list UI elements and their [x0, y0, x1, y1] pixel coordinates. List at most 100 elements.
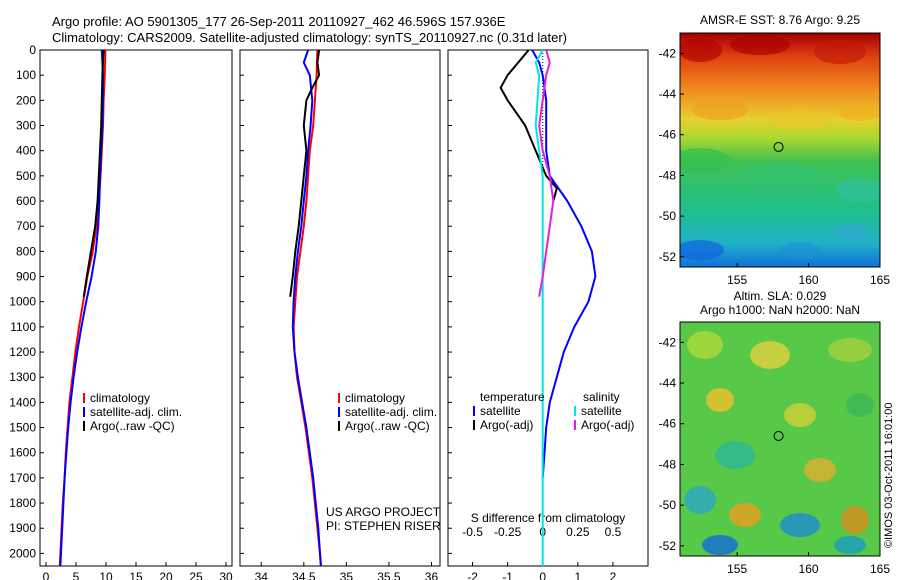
map-y-tick-label: -48	[659, 457, 677, 471]
x-tick-label: 34	[255, 570, 269, 580]
sla-patch	[715, 441, 755, 469]
legend-label: satellite-adj. clim.	[90, 405, 182, 419]
legend-label: climatology	[90, 391, 150, 405]
sst-patch	[836, 178, 880, 202]
y-tick-label: 900	[16, 270, 36, 284]
x-tick-label: 15	[129, 570, 143, 580]
top-tick-label: -0.25	[494, 525, 522, 539]
map-frame	[679, 321, 881, 557]
map-x-tick-label: 160	[799, 562, 819, 576]
x-tick-label: 10	[99, 570, 113, 580]
difference-legend: temperature salinitysatelliteArgo(-adj)sa…	[473, 390, 634, 432]
sla-patch	[841, 506, 869, 534]
temperature-profile-panel: 0100200300400500600700800900100011001200…	[9, 43, 233, 580]
header-line-1: Argo profile: AO 5901305_177 26-Sep-2011…	[52, 14, 506, 29]
map-title: AMSR-E SST: 8.76 Argo: 9.25	[700, 13, 860, 27]
sst-patch	[692, 100, 748, 120]
map-y-tick-label: -46	[659, 417, 677, 431]
x-tick-label: 35.5	[377, 570, 401, 580]
legend-label: climatology	[345, 391, 405, 405]
header-line-2: Climatology: CARS2009. Satellite-adjuste…	[52, 30, 567, 45]
plot-frame	[39, 49, 233, 567]
x-tick-label: 0	[539, 570, 546, 580]
sla-patch	[684, 486, 716, 514]
x-tick-label: 2	[610, 570, 617, 580]
map-y-tick-label: -42	[659, 335, 677, 349]
legend-label: Argo(-adj)	[581, 418, 634, 432]
series-line	[59, 49, 104, 567]
y-tick-label: 1200	[9, 345, 36, 359]
legend-label: Argo(..raw -QC)	[90, 419, 175, 433]
sla-patch	[804, 458, 836, 482]
plot-frame	[239, 49, 441, 567]
map-field	[680, 322, 880, 556]
imos-credit: ©IMOS 03-Oct-2011 16:01:00	[883, 403, 895, 548]
series-line	[538, 49, 555, 297]
map-x-tick-label: 160	[799, 273, 819, 287]
legend-heading: salinity	[583, 390, 620, 404]
series-line	[531, 49, 597, 478]
legend-label: satellite-adj. clim.	[345, 405, 437, 419]
sla-patch	[706, 388, 734, 412]
y-tick-label: 1800	[9, 496, 36, 510]
y-tick-label: 1600	[9, 446, 36, 460]
y-tick-label: 300	[16, 119, 36, 133]
sst-patch	[780, 242, 820, 258]
y-tick-label: 500	[16, 169, 36, 183]
sst-patch	[680, 240, 724, 260]
y-tick-label: 2000	[9, 546, 36, 560]
argo-position-marker	[773, 141, 784, 152]
map-y-tick-label: -50	[659, 209, 677, 223]
sla-patch	[780, 513, 820, 537]
map-title: Altim. SLA: 0.029	[734, 289, 827, 303]
top-tick-label: -0.5	[462, 525, 483, 539]
sst-patch	[832, 224, 868, 240]
legend-label: satellite	[480, 404, 521, 418]
sst-map-panel: AMSR-E SST: 8.76 Argo: 9.25 -42 -44 -46 -48 -…	[659, 13, 891, 287]
series-line	[289, 49, 321, 297]
map-field	[680, 33, 880, 267]
sst-patch	[770, 110, 830, 130]
x-tick-label: 5	[73, 570, 80, 580]
sst-patch	[838, 103, 880, 121]
map-x-tick-label: 165	[870, 273, 890, 287]
plot-frame	[447, 49, 649, 567]
y-tick-label: 1100	[10, 320, 36, 334]
series-line	[82, 49, 105, 297]
sst-patch	[814, 40, 866, 64]
series-line	[291, 49, 322, 567]
y-tick-label: 400	[16, 144, 36, 158]
map-y-tick-label: -44	[659, 87, 677, 101]
map-frame	[679, 32, 881, 268]
project-label: US ARGO PROJECT	[326, 505, 441, 519]
top-axis-label: S difference from climatology	[471, 511, 626, 525]
map-x-tick-label: 155	[727, 273, 747, 287]
y-tick-label: 1000	[9, 295, 36, 309]
y-tick-label: 200	[16, 93, 36, 107]
y-tick-label: 600	[16, 194, 36, 208]
sla-patch	[834, 536, 866, 554]
map-y-tick-label: -44	[659, 376, 677, 390]
x-tick-label: 1	[574, 570, 581, 580]
difference-profile-panel: -2-1012T difference from climatologyS di…	[447, 49, 649, 580]
map-subtitle: Argo h1000: NaN h2000: NaN	[700, 303, 860, 317]
x-tick-label: -1	[502, 570, 513, 580]
pi-label: PI: STEPHEN RISER	[326, 519, 441, 533]
map-y-tick-label: -50	[659, 498, 677, 512]
sst-patch	[680, 38, 722, 62]
legend-label: satellite	[581, 404, 622, 418]
x-tick-label: 36	[425, 570, 439, 580]
x-tick-label: 0	[43, 570, 50, 580]
top-tick-label: 0.5	[605, 525, 622, 539]
map-y-tick-label: -52	[659, 539, 677, 553]
x-tick-label: 25	[189, 570, 203, 580]
map-y-tick-label: -52	[659, 250, 677, 264]
y-tick-label: 1700	[9, 471, 36, 485]
map-y-tick-label: -42	[659, 46, 677, 60]
sst-patch	[680, 148, 730, 172]
sla-patch	[687, 331, 723, 359]
